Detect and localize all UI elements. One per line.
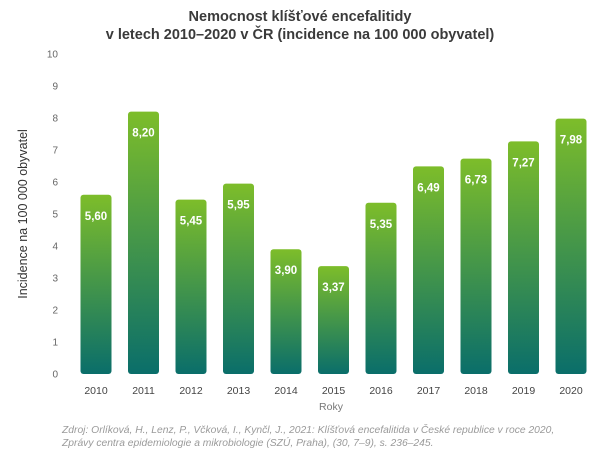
bar-2012 bbox=[175, 199, 207, 374]
y-axis-label: Incidence na 100 000 obyvatel bbox=[16, 129, 30, 299]
bar-value-label-2011: 8,20 bbox=[132, 128, 154, 140]
bar-chart: 0 1 2 3 4 5 6 7 8 9 10 5,60 8,20 5,45 5,95 3,90 3,37 5,3… bbox=[16, 50, 587, 413]
x-axis-ticks: 2010 2011 2012 2013 2014 2015 2016 2017 2018 2019… bbox=[84, 385, 583, 397]
y-tick-label: 10 bbox=[47, 50, 59, 61]
x-tick-label-2011: 2011 bbox=[132, 385, 155, 397]
bar-2013 bbox=[223, 183, 254, 374]
x-tick-label-2016: 2016 bbox=[369, 385, 393, 397]
bar-2015 bbox=[318, 266, 349, 374]
bar-2014 bbox=[270, 249, 302, 374]
source-note: Zdroj: Orlíková, H., Lenz, P., Včková, I… bbox=[62, 424, 582, 450]
y-tick-label: 4 bbox=[52, 242, 58, 253]
y-tick-label: 0 bbox=[52, 370, 58, 381]
bar-value-label-2016: 5,35 bbox=[370, 219, 393, 231]
x-tick-label-2014: 2014 bbox=[274, 385, 298, 397]
bar-value-label-2015: 3,37 bbox=[322, 282, 344, 294]
bar-value-label-2014: 3,90 bbox=[275, 265, 297, 277]
bar-2016 bbox=[365, 202, 397, 374]
y-tick-label: 8 bbox=[52, 114, 58, 125]
chart-title: Nemocnost klíšťové encefalitidy v letech… bbox=[0, 8, 600, 44]
bar-value-label-2020: 7,98 bbox=[560, 135, 583, 147]
bar-2011 bbox=[128, 111, 159, 374]
y-tick-label: 3 bbox=[52, 274, 58, 285]
x-tick-label-2015: 2015 bbox=[322, 385, 346, 397]
chart-title-line-1: Nemocnost klíšťové encefalitidy bbox=[188, 9, 412, 25]
y-tick-label: 6 bbox=[52, 178, 58, 189]
bar-value-label-2018: 6,73 bbox=[465, 175, 487, 187]
bar-2018 bbox=[460, 158, 492, 374]
x-tick-label-2013: 2013 bbox=[227, 385, 251, 397]
x-tick-label-2010: 2010 bbox=[84, 385, 108, 397]
bar-value-label-2019: 7,27 bbox=[512, 157, 534, 169]
bar-value-label-2013: 5,95 bbox=[227, 200, 250, 212]
x-tick-label-2020: 2020 bbox=[559, 385, 583, 397]
x-tick-label-2018: 2018 bbox=[464, 385, 488, 397]
y-tick-label: 2 bbox=[52, 306, 58, 317]
x-axis-label: Roky bbox=[319, 401, 344, 413]
bars: 5,60 8,20 5,45 5,95 3,90 3,37 5,35 6,49 6,73 7,27… bbox=[80, 111, 587, 374]
bar-value-label-2010: 5,60 bbox=[85, 211, 107, 223]
x-tick-label-2012: 2012 bbox=[179, 385, 203, 397]
x-tick-label-2017: 2017 bbox=[417, 385, 441, 397]
bar-2010 bbox=[80, 194, 112, 374]
y-tick-label: 9 bbox=[52, 82, 58, 93]
source-note-line-2: Zprávy centra epidemiologie a mikrobiolo… bbox=[62, 438, 434, 449]
bar-2020 bbox=[555, 118, 587, 374]
x-tick-label-2019: 2019 bbox=[512, 385, 536, 397]
y-tick-label: 5 bbox=[52, 210, 58, 221]
y-tick-label: 7 bbox=[52, 146, 58, 157]
y-tick-label: 1 bbox=[52, 338, 58, 349]
bar-2017 bbox=[413, 166, 444, 374]
source-note-line-1: Zdroj: Orlíková, H., Lenz, P., Včková, I… bbox=[62, 425, 555, 436]
bar-2019 bbox=[508, 141, 539, 374]
y-axis-ticks: 0 1 2 3 4 5 6 7 8 9 10 bbox=[47, 50, 59, 381]
chart-title-line-2: v letech 2010–2020 v ČR (incidence na 10… bbox=[105, 27, 495, 43]
bar-value-label-2012: 5,45 bbox=[180, 216, 203, 228]
bar-value-label-2017: 6,49 bbox=[417, 182, 439, 194]
